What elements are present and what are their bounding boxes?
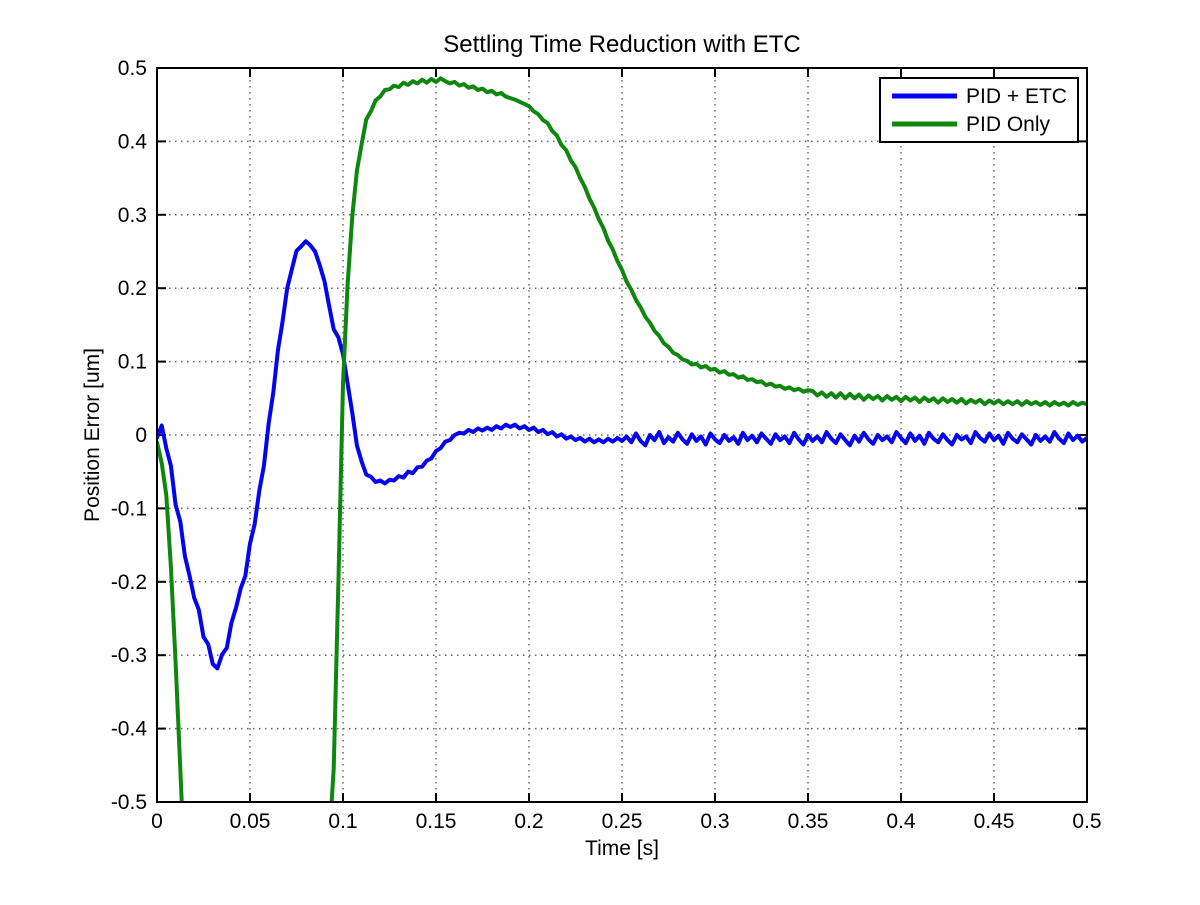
x-tick-label: 0.15: [416, 810, 457, 833]
x-tick-label: 0.35: [788, 810, 829, 833]
y-tick-label: -0.1: [111, 497, 147, 520]
x-tick-label: 0.25: [602, 810, 643, 833]
legend-box: [879, 77, 1079, 143]
y-tick-label: 0.2: [118, 277, 147, 300]
axis-ticks: [156, 67, 1088, 803]
x-tick-label: 0.45: [974, 810, 1015, 833]
y-tick-label: -0.2: [111, 571, 147, 594]
data-curves: [157, 76, 1087, 802]
y-tick-label: 0.1: [118, 351, 147, 374]
legend-label-pid-only: PID Only: [966, 113, 1051, 136]
y-tick-label: -0.5: [111, 791, 147, 814]
x-tick-label: 0.5: [1072, 810, 1101, 833]
x-tick-label: 0: [151, 810, 163, 833]
series-line-pid-only: [157, 76, 1087, 802]
series-line-pid-etc: [157, 239, 1087, 671]
chart-title: Settling Time Reduction with ETC: [443, 31, 800, 58]
y-tick-label: 0.5: [118, 57, 147, 80]
y-axis-label: Position Error [um]: [81, 348, 104, 522]
x-tick-label: 0.2: [514, 810, 543, 833]
legend-label-pid-etc: PID + ETC: [966, 85, 1067, 108]
y-tick-labels: -0.5 -0.4 -0.3 -0.2 -0.1 0 0.1 0.2 0.3 0.4 0.5: [111, 57, 148, 814]
x-axis-label: Time [s]: [585, 837, 659, 860]
y-tick-label: 0: [135, 424, 147, 447]
y-tick-label: 0.4: [118, 130, 148, 153]
x-tick-labels: 0 0.05 0.1 0.15 0.2 0.25 0.3 0.35 0.4 0.45 0.5: [151, 810, 1101, 833]
y-tick-label: -0.4: [111, 718, 148, 741]
y-tick-label: -0.3: [111, 644, 147, 667]
x-tick-label: 0.3: [700, 810, 729, 833]
legend: PID + ETC PID Only: [879, 77, 1079, 143]
y-tick-label: 0.3: [118, 204, 147, 227]
x-tick-label: 0.05: [230, 810, 271, 833]
x-tick-label: 0.1: [328, 810, 357, 833]
x-tick-label: 0.4: [886, 810, 916, 833]
axes-border: [156, 67, 1088, 803]
